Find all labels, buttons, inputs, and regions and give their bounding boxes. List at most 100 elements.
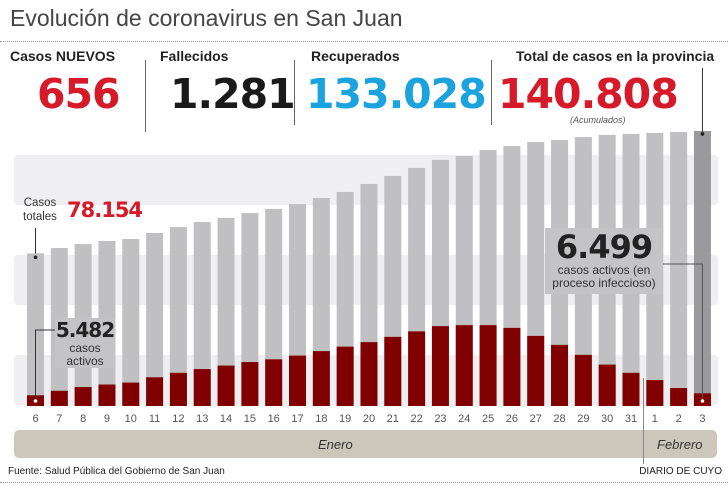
bar-active-11 — [146, 377, 164, 406]
brand-label: DIARIO DE CUYO — [639, 466, 722, 477]
bar-total-16 — [265, 208, 283, 406]
page-title: Evolución de coronavirus en San Juan — [10, 5, 403, 31]
kpi-total-value: 140.808 — [498, 70, 679, 118]
day-tick-label: 26 — [506, 413, 518, 425]
kpi-new-label: Casos NUEVOS — [10, 48, 116, 64]
last-active-callout: 6.499 casos activos (en proceso infeccio… — [545, 228, 663, 294]
divider — [0, 41, 728, 42]
day-tick-label: 21 — [387, 413, 399, 425]
month-label-enero: Enero — [318, 437, 353, 452]
day-tick-label: 28 — [553, 413, 565, 425]
day-tick-label: 10 — [125, 413, 137, 425]
day-tick-label: 18 — [315, 413, 327, 425]
day-tick-label: 12 — [172, 413, 184, 425]
month-axis — [14, 430, 717, 458]
bar-total-11 — [146, 232, 164, 406]
bar-active-2 — [670, 388, 688, 406]
last-active-value: 6.499 — [555, 228, 653, 266]
bar-total-12 — [169, 227, 187, 406]
leader-line — [35, 329, 55, 400]
day-tick-label: 24 — [458, 413, 470, 425]
divider — [145, 60, 146, 132]
marker-dot — [33, 255, 38, 260]
bar-total-10 — [122, 239, 140, 406]
first-active-label: casos activos — [66, 341, 104, 368]
kpi-recovered-value: 133.028 — [306, 70, 487, 118]
bar-active-31 — [622, 372, 640, 406]
first-total-value: 78.154 — [67, 198, 143, 222]
kpi-deaths-value: 1.281 — [170, 70, 296, 118]
bar-active-18 — [312, 351, 330, 406]
leader-line — [663, 263, 703, 400]
bar-active-1 — [646, 380, 664, 406]
day-tick-label: 29 — [577, 413, 589, 425]
bar-active-8 — [74, 387, 92, 406]
bar-active-28 — [551, 344, 569, 406]
last-active-label: casos activos (en proceso infeccioso) — [552, 263, 656, 290]
day-tick-label: 15 — [244, 413, 256, 425]
month-separator — [643, 378, 644, 464]
kpi-recovered-label: Recuperados — [311, 48, 400, 64]
bar-active-9 — [98, 384, 116, 406]
bar-active-7 — [50, 390, 68, 406]
day-tick-label: 23 — [434, 413, 446, 425]
first-total-label-text: Casos totales — [23, 197, 57, 223]
day-tick-label: 19 — [339, 413, 351, 425]
day-tick-label: 20 — [363, 413, 375, 425]
bar-active-15 — [241, 362, 259, 406]
divider — [0, 482, 728, 483]
day-tick-label: 2 — [676, 413, 682, 425]
kpi-total-label: Total de casos en la provincia — [516, 48, 715, 64]
bar-active-22 — [408, 331, 426, 406]
kpi-deaths-label: Fallecidos — [160, 48, 229, 64]
bar-total-2 — [670, 131, 688, 406]
divider — [294, 60, 295, 125]
marker-dot — [700, 132, 705, 136]
bar-total-14 — [217, 217, 235, 406]
kpi-new-value: 656 — [37, 70, 121, 118]
day-tick-label: 11 — [149, 413, 160, 425]
day-tick-label: 16 — [268, 413, 280, 425]
day-tick-label: 30 — [601, 413, 613, 425]
day-tick-label: 13 — [196, 413, 208, 425]
bar-active-30 — [598, 364, 616, 406]
bar-active-25 — [479, 325, 497, 406]
day-tick-label: 25 — [482, 413, 494, 425]
bar-active-19 — [336, 346, 354, 406]
day-tick-label: 6 — [32, 413, 38, 425]
day-tick-label: 9 — [104, 413, 110, 425]
marker-dot — [700, 399, 705, 403]
marker-dot — [33, 399, 38, 403]
day-tick-label: 8 — [80, 413, 86, 425]
day-tick-label: 27 — [530, 413, 542, 425]
bar-active-23 — [431, 326, 449, 406]
divider — [491, 60, 492, 125]
first-active-value: 5.482 — [55, 318, 115, 342]
bar-total-15 — [241, 213, 259, 406]
first-active-callout: 5.482 casos activos — [55, 318, 115, 368]
bar-active-14 — [217, 365, 235, 406]
day-tick-label: 3 — [699, 413, 705, 425]
bar-active-29 — [574, 354, 592, 406]
bar-active-16 — [265, 359, 283, 406]
day-tick-label: 1 — [652, 413, 658, 425]
bar-total-13 — [193, 222, 211, 406]
day-tick-label: 22 — [410, 413, 422, 425]
bar-active-20 — [360, 342, 378, 406]
kpi-total-note: (Acumulados) — [570, 115, 626, 125]
bar-active-24 — [455, 325, 473, 406]
bar-active-27 — [527, 335, 545, 406]
first-total-label: Casos totales — [22, 196, 58, 224]
bar-active-13 — [193, 369, 211, 406]
bar-active-21 — [384, 336, 402, 406]
bar-active-26 — [503, 327, 521, 406]
day-tick-label: 31 — [625, 413, 637, 425]
bar-active-12 — [169, 372, 187, 406]
day-tick-label: 17 — [291, 413, 303, 425]
bar-active-10 — [122, 382, 140, 406]
month-label-febrero: Febrero — [657, 437, 703, 452]
day-tick-label: 14 — [220, 413, 232, 425]
source-note: Fuente: Salud Pública del Gobierno de Sa… — [8, 466, 225, 477]
